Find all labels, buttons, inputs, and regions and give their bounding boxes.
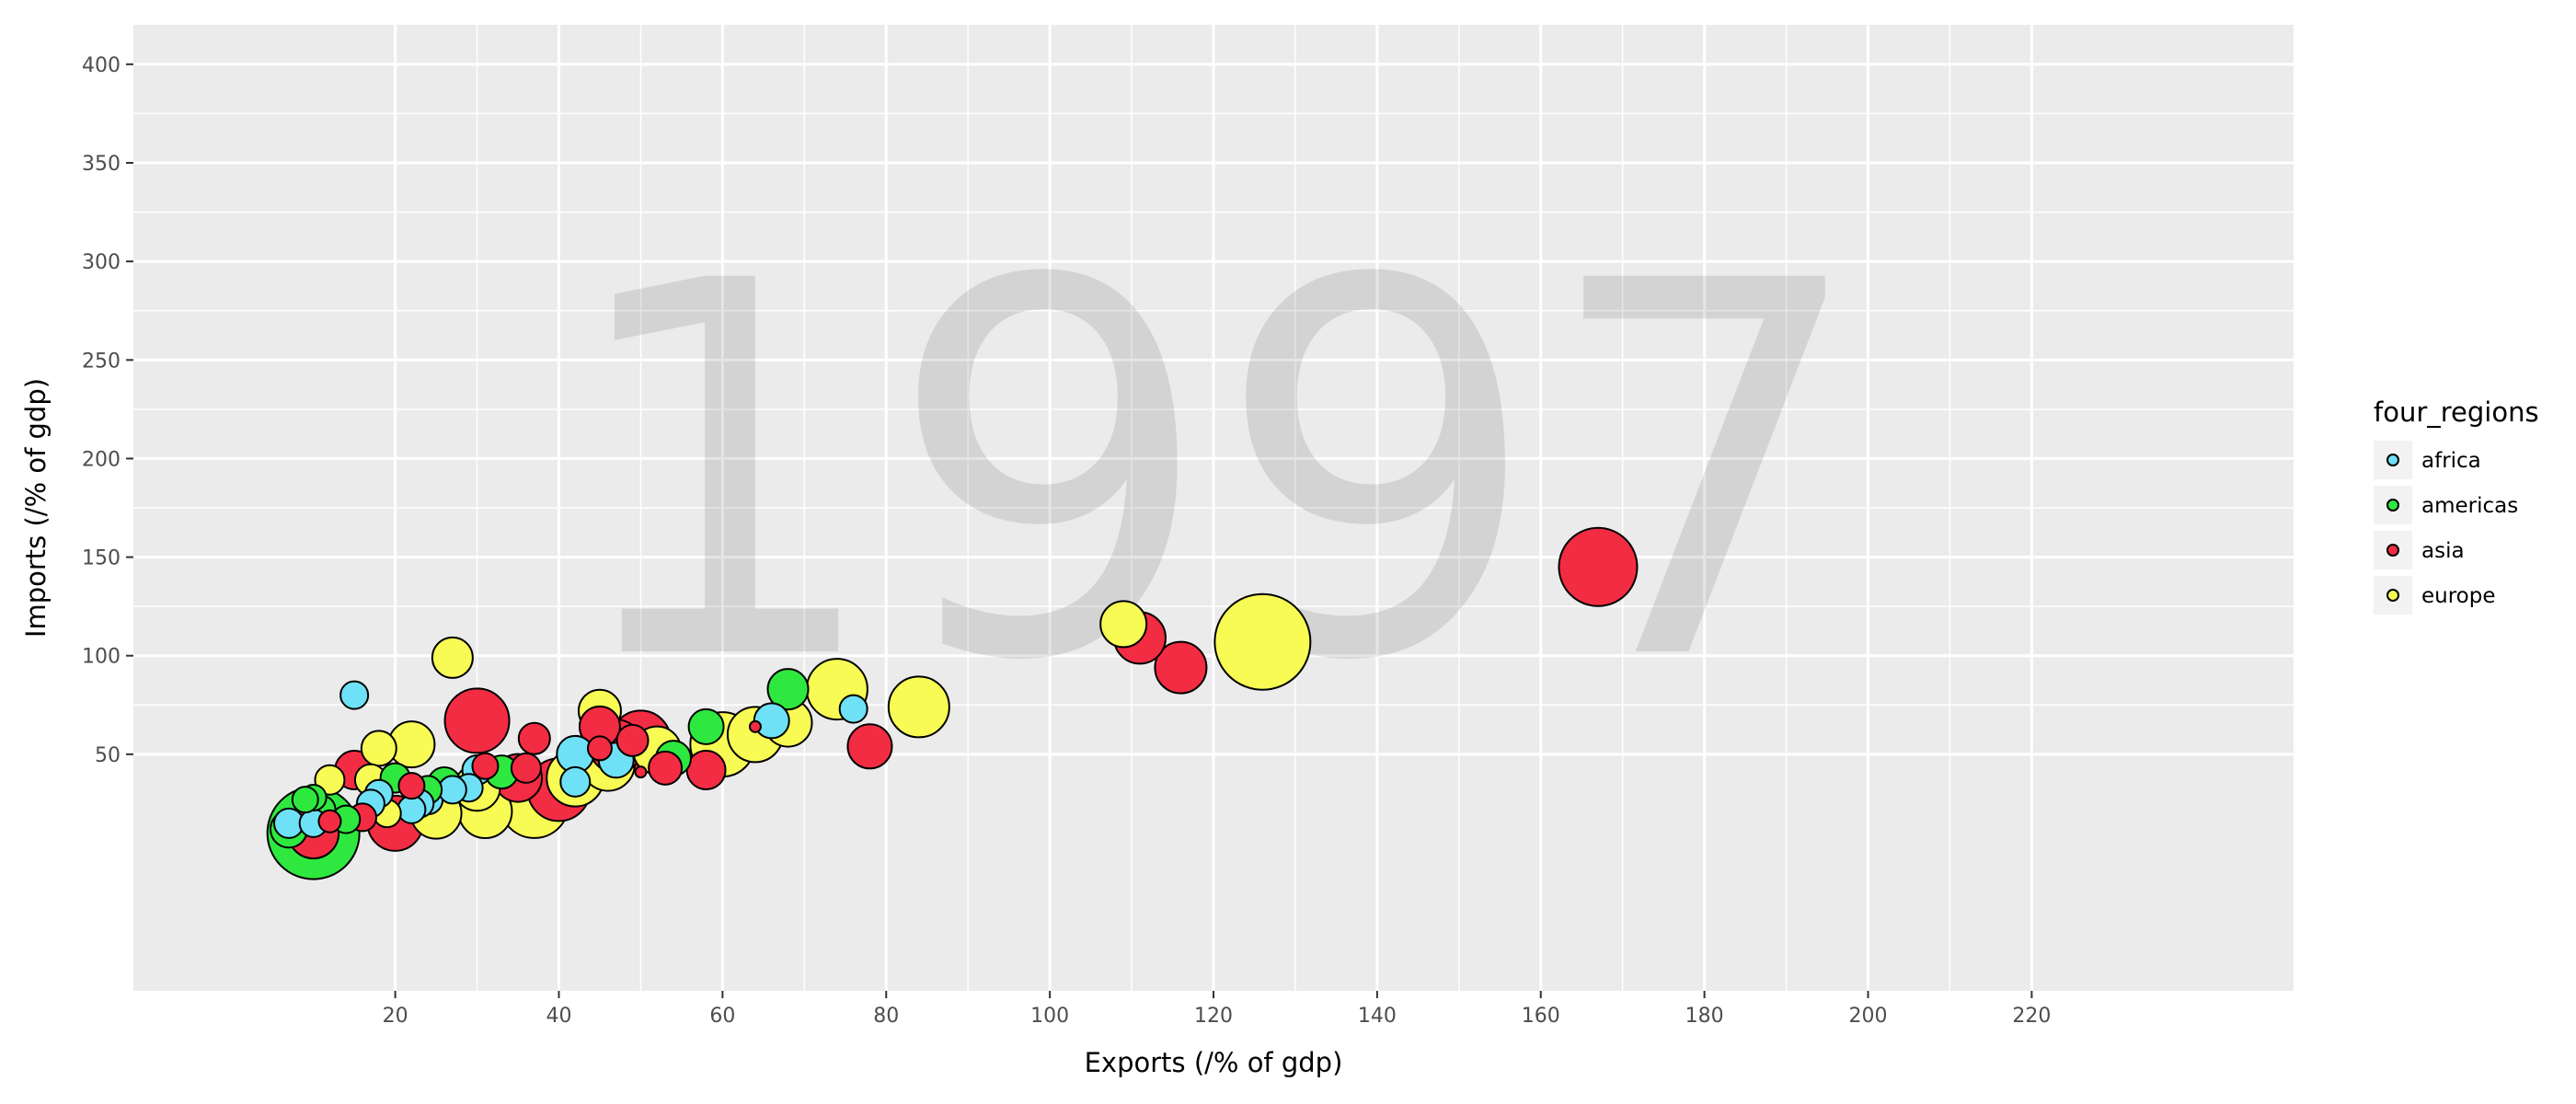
data-point-asia [510, 752, 542, 784]
x-axis-title: Exports (/% of gdp) [1085, 1047, 1343, 1078]
y-axis-title: Imports (/% of gdp) [20, 378, 52, 638]
year-label: 1997 [558, 174, 1869, 774]
data-point-americas [766, 668, 810, 711]
y-tick-label: 350 [82, 153, 121, 176]
legend-label-americas: americas [2421, 494, 2518, 518]
y-tick-label: 50 [95, 744, 121, 767]
x-tick-label: 180 [1685, 1005, 1724, 1028]
data-point-asia [1558, 526, 1639, 607]
legend-label-europe: europe [2421, 584, 2496, 608]
data-points [266, 526, 1639, 880]
legend-label-africa: africa [2421, 449, 2481, 473]
data-point-asia [648, 750, 684, 786]
data-point-africa [397, 794, 427, 824]
y-tick-label: 150 [82, 547, 121, 570]
x-tick-label: 80 [873, 1005, 899, 1028]
data-point-africa [437, 775, 467, 805]
x-tick-label: 140 [1358, 1005, 1397, 1028]
grid-major [133, 25, 2294, 991]
legend-swatch-africa [2386, 454, 2399, 466]
legend-entries: africa americas asia europe [2374, 441, 2518, 615]
data-point-asia [586, 735, 613, 762]
x-tick-label: 220 [2012, 1005, 2051, 1028]
data-point-europe [1099, 600, 1148, 649]
x-tick-label: 40 [546, 1005, 571, 1028]
data-point-asia [317, 809, 342, 834]
y-tick-label: 250 [82, 350, 121, 373]
data-point-americas [687, 707, 725, 745]
x-tick-label: 20 [383, 1005, 408, 1028]
data-point-asia [634, 765, 648, 779]
data-point-africa [838, 694, 868, 724]
data-point-europe [1213, 592, 1312, 691]
x-tick-label: 200 [1849, 1005, 1888, 1028]
data-point-africa [753, 702, 790, 740]
data-point-americas [291, 786, 319, 814]
data-point-asia [615, 723, 650, 757]
legend-title: four_regions [2374, 397, 2539, 428]
data-point-asia [685, 750, 727, 790]
data-point-asia [443, 687, 511, 754]
data-point-europe [887, 675, 950, 739]
data-point-europe [360, 730, 397, 767]
x-tick-label: 100 [1030, 1005, 1069, 1028]
x-tick-label: 60 [709, 1005, 735, 1028]
data-point-asia [517, 721, 551, 755]
data-point-asia [471, 752, 500, 780]
data-point-africa [339, 680, 370, 710]
data-point-europe [431, 636, 474, 679]
y-tick-label: 100 [82, 646, 121, 669]
data-point-asia [846, 723, 893, 770]
data-point-asia [397, 772, 426, 800]
data-point-africa [559, 765, 592, 798]
data-point-asia [1154, 640, 1208, 695]
x-axis-ticks: 20 40 60 80 100 120 140 160 180 200 220 [383, 991, 2051, 1028]
y-tick-label: 200 [82, 448, 121, 471]
y-tick-label: 400 [82, 54, 121, 77]
legend-swatch-americas [2386, 499, 2399, 512]
data-point-asia [748, 719, 762, 733]
legend-swatch-europe [2386, 589, 2399, 602]
legend-label-asia: asia [2421, 539, 2465, 563]
x-tick-label: 120 [1194, 1005, 1233, 1028]
legend: four_regions africa americas asia europe [2374, 397, 2539, 615]
x-tick-label: 160 [1522, 1005, 1560, 1028]
legend-swatch-asia [2386, 544, 2399, 557]
y-tick-label: 300 [82, 251, 121, 274]
y-axis-ticks: 50 100 150 200 250 300 350 400 [82, 54, 133, 767]
